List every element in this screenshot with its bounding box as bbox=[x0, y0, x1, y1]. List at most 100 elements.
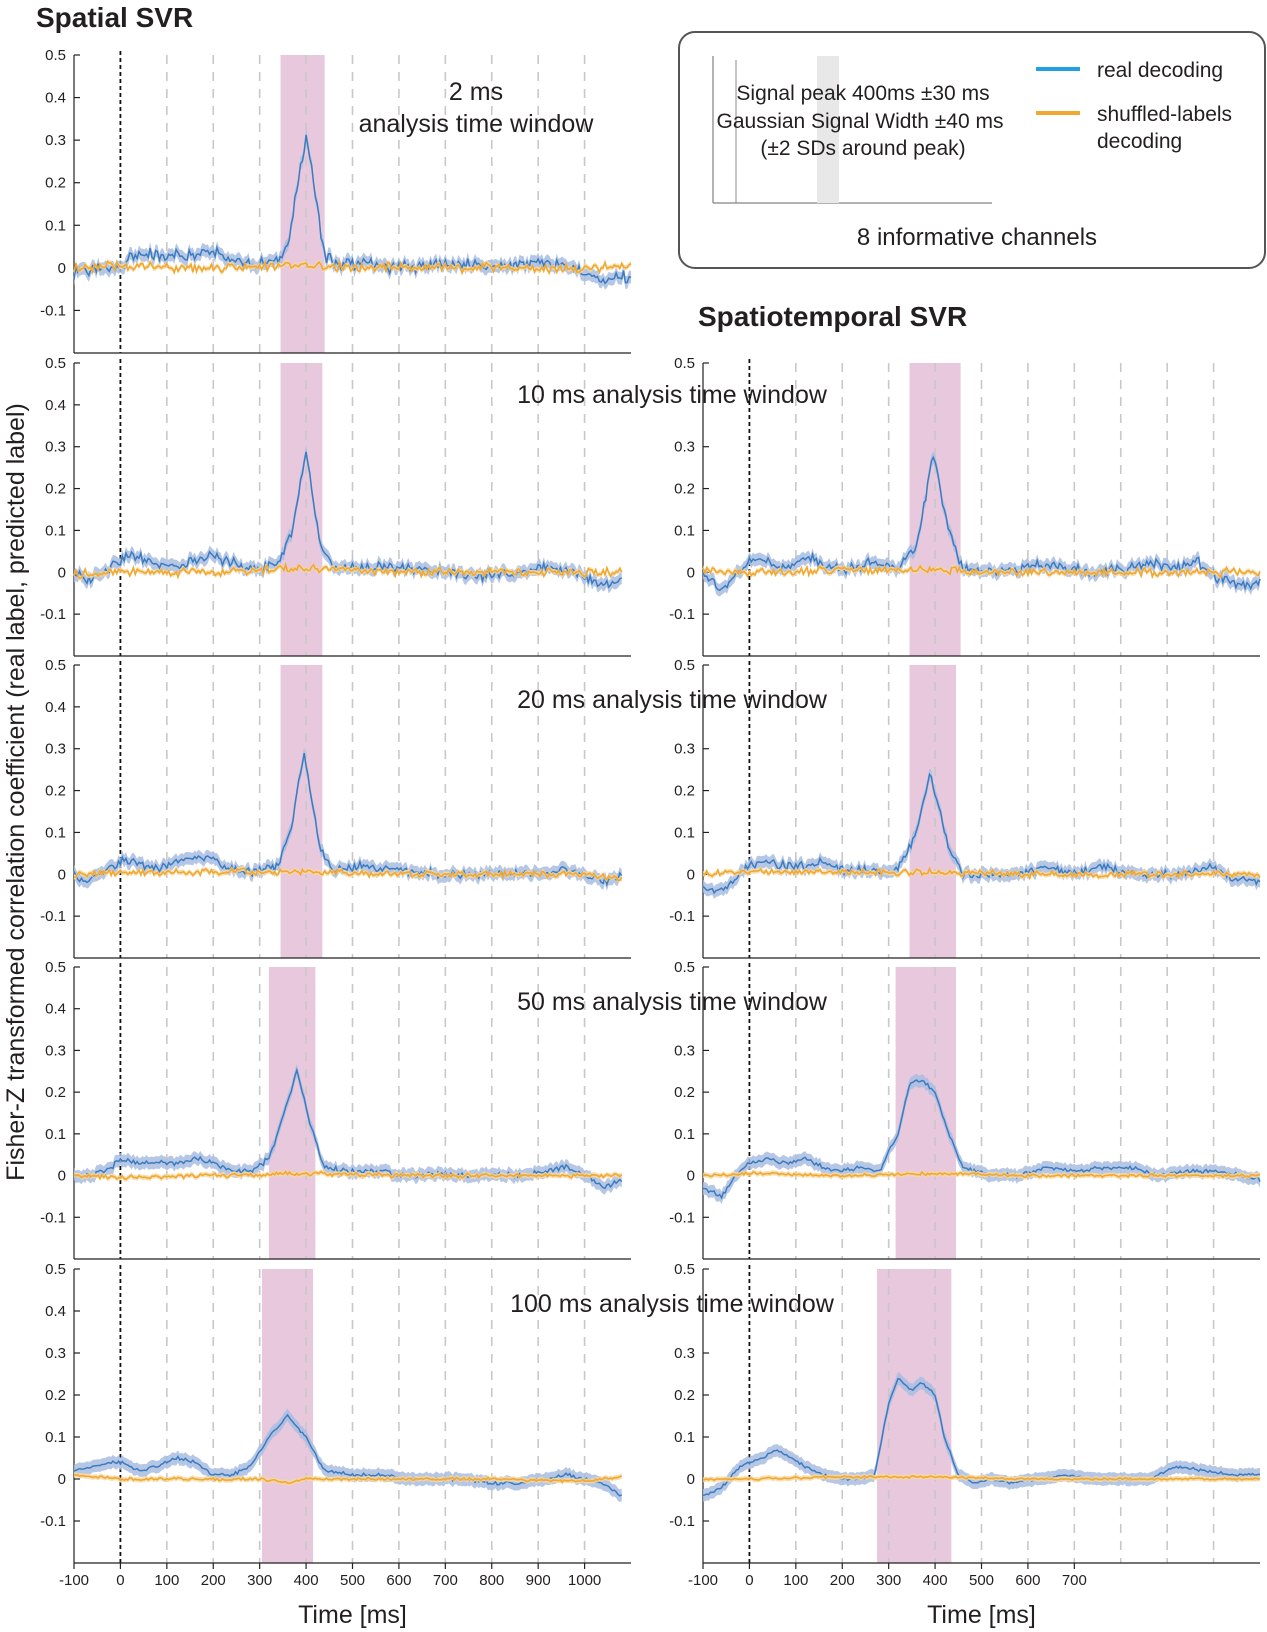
y-tick-label: -0.1 bbox=[40, 302, 66, 319]
chart-spatial_50: 0.5 0.4 0.3 0.2 0.1 0 -0.1 50 ms analysis time … bbox=[40, 959, 828, 1260]
y-tick-label: 0.3 bbox=[674, 1345, 695, 1362]
shuffled-confidence-band bbox=[703, 563, 1260, 580]
legend-sd-note: (±2 SDs around peak) bbox=[760, 137, 965, 160]
y-tick-label: 0.3 bbox=[674, 439, 695, 456]
y-tick-label: 0.3 bbox=[45, 1042, 66, 1059]
chart-spatial_20: 0.5 0.4 0.3 0.2 0.1 0 -0.1 20 ms analysis time … bbox=[40, 657, 828, 959]
legend: Signal peak 400ms ±30 ms Gaussian Signal… bbox=[678, 31, 1266, 269]
chart-spatiotemporal_20: 0.5 0.3 0.2 0.1 0 -0.1 bbox=[669, 657, 1261, 959]
x-tick-label: -100 bbox=[688, 1572, 718, 1589]
real-decoding-line bbox=[73, 134, 632, 285]
y-tick-label: 0.4 bbox=[45, 397, 66, 414]
signal-window bbox=[909, 363, 961, 656]
panel-title: 10 ms analysis time window bbox=[517, 381, 828, 409]
signal-window bbox=[280, 363, 323, 656]
y-tick-label: 0.2 bbox=[674, 1084, 695, 1101]
y-tick-label: -0.1 bbox=[669, 606, 695, 623]
y-tick-label: 0 bbox=[58, 1471, 66, 1488]
y-tick-label: -0.1 bbox=[669, 1209, 695, 1226]
y-tick-label: -0.1 bbox=[40, 1209, 66, 1226]
y-tick-label: 0 bbox=[687, 564, 695, 581]
x-tick-label: 600 bbox=[386, 1572, 411, 1589]
y-tick-label: 0.3 bbox=[45, 132, 66, 149]
y-axis-title: Fisher-Z transformed correlation coeffic… bbox=[2, 403, 30, 1181]
y-tick-label: 0 bbox=[58, 260, 66, 277]
y-tick-label: 0.1 bbox=[674, 1126, 695, 1143]
chart-spatial_10: 0.5 0.4 0.3 0.2 0.1 0 -0.1 10 ms analysis time … bbox=[40, 355, 828, 657]
y-tick-label: 0.5 bbox=[674, 657, 695, 674]
y-tick-label: 0.1 bbox=[674, 522, 695, 539]
shuffled-decoding-line bbox=[702, 1474, 1261, 1482]
chart-spatiotemporal_50: 0.5 0.3 0.2 0.1 0 -0.1 bbox=[669, 959, 1261, 1260]
y-tick-label: 0.5 bbox=[674, 355, 695, 372]
x-tick-label: 400 bbox=[294, 1572, 319, 1589]
spatial-title: Spatial SVR bbox=[36, 2, 193, 33]
legend-signal-width: Gaussian Signal Width ±40 ms bbox=[717, 110, 1004, 133]
y-tick-label: 0.2 bbox=[674, 481, 695, 498]
y-tick-label: 0.1 bbox=[45, 217, 66, 234]
panel-title: 2 ms bbox=[449, 78, 503, 106]
y-tick-label: 0.5 bbox=[45, 355, 66, 372]
x-tick-label: 100 bbox=[783, 1572, 808, 1589]
y-tick-label: 0.5 bbox=[45, 959, 66, 976]
shuffled-decoding-line bbox=[73, 1170, 623, 1181]
real-decoding-line bbox=[73, 752, 623, 888]
y-tick-label: 0.2 bbox=[45, 481, 66, 498]
shuffled-decoding-line bbox=[73, 561, 623, 580]
y-tick-label: 0.5 bbox=[674, 1261, 695, 1278]
y-tick-label: -0.1 bbox=[40, 1513, 66, 1530]
legend-inset-plot bbox=[712, 56, 992, 204]
y-tick-label: 0.3 bbox=[674, 1042, 695, 1059]
y-tick-label: 0.2 bbox=[674, 1387, 695, 1404]
y-tick-label: -0.1 bbox=[669, 1513, 695, 1530]
x-tick-label: 900 bbox=[526, 1572, 551, 1589]
y-tick-label: -0.1 bbox=[40, 908, 66, 925]
x-tick-label: 500 bbox=[969, 1572, 994, 1589]
x-tick-label: 0 bbox=[745, 1572, 753, 1589]
y-tick-label: 0.4 bbox=[45, 1001, 66, 1018]
y-tick-label: 0.3 bbox=[674, 741, 695, 758]
y-tick-label: 0.1 bbox=[45, 824, 66, 841]
chart-spatial_100: 0.5 0.4 0.3 0.2 0.1 0 -0.1 -100 0 100 200 300 400 500… bbox=[40, 1261, 835, 1629]
y-tick-label: 0.5 bbox=[674, 959, 695, 976]
y-tick-label: 0.5 bbox=[45, 1261, 66, 1278]
x-tick-label: 600 bbox=[1015, 1572, 1040, 1589]
legend-shuffled-label-1: shuffled-labels bbox=[1097, 103, 1232, 126]
inset-signal-window bbox=[817, 56, 839, 203]
spatiotemporal-title: Spatiotemporal SVR bbox=[698, 301, 967, 332]
real-confidence-band bbox=[74, 1408, 622, 1503]
y-tick-label: 0.2 bbox=[45, 175, 66, 192]
y-tick-label: 0 bbox=[58, 866, 66, 883]
y-tick-label: 0 bbox=[58, 1168, 66, 1185]
shuffled-decoding-line bbox=[702, 866, 1261, 881]
legend-real-label: real decoding bbox=[1097, 59, 1223, 82]
x-tick-label: 700 bbox=[433, 1572, 458, 1589]
real-decoding-line bbox=[702, 455, 1261, 592]
x-tick-label: 1000 bbox=[568, 1572, 601, 1589]
real-confidence-band bbox=[74, 746, 622, 891]
x-tick-label: 0 bbox=[116, 1572, 124, 1589]
y-tick-label: 0.1 bbox=[45, 1126, 66, 1143]
y-tick-label: -0.1 bbox=[669, 908, 695, 925]
real-confidence-band bbox=[74, 445, 622, 594]
shuffled-decoding-line bbox=[702, 1170, 1261, 1179]
y-tick-label: 0.2 bbox=[45, 783, 66, 800]
x-tick-label: 300 bbox=[247, 1572, 272, 1589]
y-tick-label: 0.3 bbox=[45, 439, 66, 456]
chart-spatiotemporal_10: 0.5 0.3 0.2 0.1 0 -0.1 bbox=[669, 355, 1261, 657]
real-decoding-line bbox=[702, 1377, 1261, 1497]
x-tick-label: 700 bbox=[1062, 1572, 1087, 1589]
y-tick-label: 0.2 bbox=[45, 1084, 66, 1101]
x-tick-label: 800 bbox=[479, 1572, 504, 1589]
y-tick-label: 0.1 bbox=[674, 824, 695, 841]
legend-channels: 8 informative channels bbox=[857, 224, 1097, 251]
y-tick-label: 0.3 bbox=[45, 741, 66, 758]
signal-window bbox=[280, 665, 323, 958]
chart-panels: 0.5 0.4 0.3 0.2 0.1 0 -0.1 2 ms analysis time wi… bbox=[40, 47, 1261, 1629]
real-confidence-band bbox=[703, 451, 1260, 597]
x-tick-label: 200 bbox=[830, 1572, 855, 1589]
y-tick-label: 0.4 bbox=[45, 1303, 66, 1320]
panel-title: 100 ms analysis time window bbox=[510, 1290, 835, 1318]
panel-title: analysis time window bbox=[359, 110, 595, 138]
